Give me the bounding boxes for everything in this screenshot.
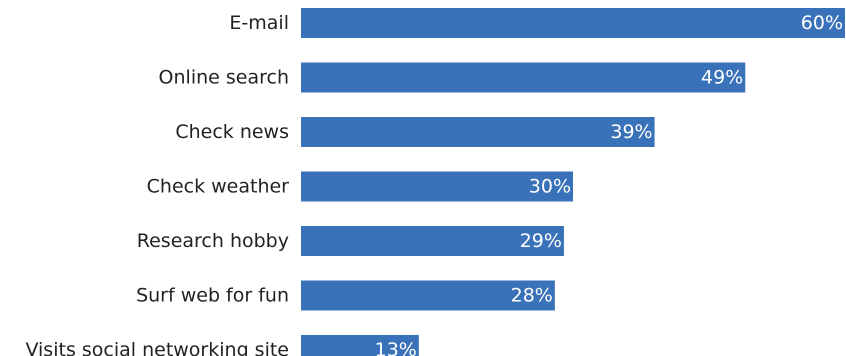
bar-visits-social-networking-site <box>301 335 419 356</box>
value-label-check-weather: 30% <box>529 176 571 198</box>
bar-surf-web-for-fun <box>301 280 555 311</box>
category-label-surf-web-for-fun: Surf web for fun <box>136 285 289 307</box>
value-label-online-search: 49% <box>701 67 743 89</box>
value-label-e-mail: 60% <box>801 12 843 34</box>
value-label-check-news: 39% <box>610 121 652 143</box>
value-label-research-hobby: 29% <box>520 230 562 252</box>
category-label-check-news: Check news <box>175 121 289 143</box>
value-label-surf-web-for-fun: 28% <box>511 285 553 307</box>
category-label-visits-social-networking-site: Visits social networking site <box>25 339 289 356</box>
bar-check-weather <box>301 171 573 202</box>
category-labels-group: E-mail Online search Check news Check weath… <box>25 12 289 356</box>
category-label-online-search: Online search <box>159 67 289 89</box>
value-labels-group: 60% 49% 39% 30% 29% 28% 13% <box>375 12 843 356</box>
category-label-research-hobby: Research hobby <box>137 230 289 252</box>
bar-online-search <box>301 62 746 93</box>
bar-research-hobby <box>301 226 564 256</box>
bar-e-mail <box>301 8 845 38</box>
value-label-visits-social-networking-site: 13% <box>375 339 417 356</box>
category-label-e-mail: E-mail <box>229 12 289 34</box>
bars-group <box>301 8 845 356</box>
bar-check-news <box>301 117 655 147</box>
category-label-check-weather: Check weather <box>147 176 290 198</box>
